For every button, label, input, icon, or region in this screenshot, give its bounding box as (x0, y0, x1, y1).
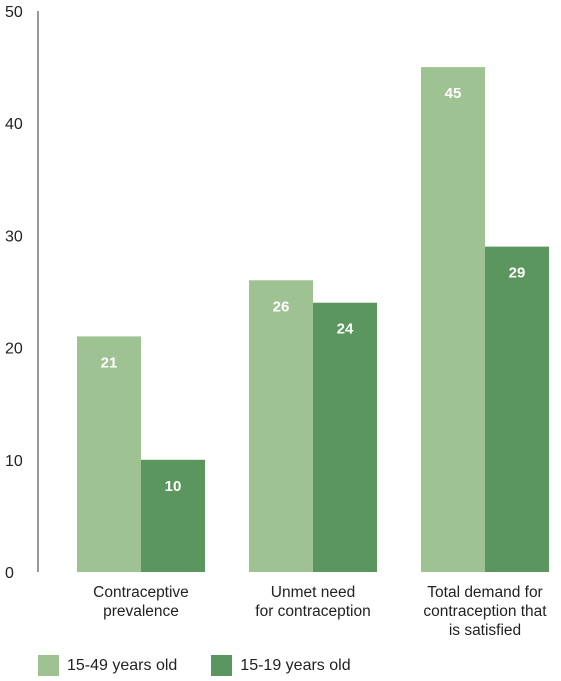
y-tick-label: 20 (5, 341, 23, 358)
legend-item-series-2: 15-19 years old (211, 655, 351, 676)
y-tick-label: 40 (5, 116, 23, 133)
bar-value-label: 29 (509, 265, 526, 282)
bar-chart: 0 10 20 30 40 50 21 10 26 24 45 29 Contraceptive pr… (5, 4, 549, 639)
x-category-label: for contraception (255, 603, 370, 620)
x-category-label: Unmet need (271, 584, 355, 601)
bar-value-label: 45 (445, 85, 462, 102)
y-axis: 0 10 20 30 40 50 (5, 4, 39, 582)
bar-value-label: 21 (101, 354, 118, 371)
bars: 21 10 26 24 45 29 (77, 67, 549, 572)
y-tick-label: 50 (5, 4, 23, 21)
bar (421, 67, 485, 572)
bar (77, 336, 141, 572)
legend-item-series-1: 15-49 years old (38, 655, 177, 676)
legend-label-series-1: 15-49 years old (67, 656, 178, 674)
y-tick-label: 0 (5, 565, 14, 582)
bar (141, 459, 205, 572)
bar (313, 302, 377, 572)
y-tick-label: 30 (5, 228, 23, 245)
x-category-label: is satisfied (449, 622, 521, 639)
bar-value-label: 10 (165, 478, 182, 495)
bar (249, 280, 313, 572)
x-category-label: prevalence (103, 603, 179, 620)
legend-swatch-series-2 (211, 655, 233, 676)
legend: 15-49 years old 15-19 years old (38, 655, 351, 676)
legend-swatch-series-1 (38, 655, 59, 676)
bar (485, 246, 549, 572)
legend-label-series-2: 15-19 years old (240, 656, 351, 674)
x-category-label: Contraceptive (93, 584, 189, 601)
x-category-label: contraception that (423, 603, 547, 620)
y-tick-label: 10 (5, 453, 23, 470)
x-axis-labels: Contraceptive prevalence Unmet need for con… (93, 584, 547, 639)
x-category-label: Total demand for (427, 584, 542, 601)
bar-value-label: 26 (273, 298, 290, 315)
bar-value-label: 24 (337, 321, 354, 338)
